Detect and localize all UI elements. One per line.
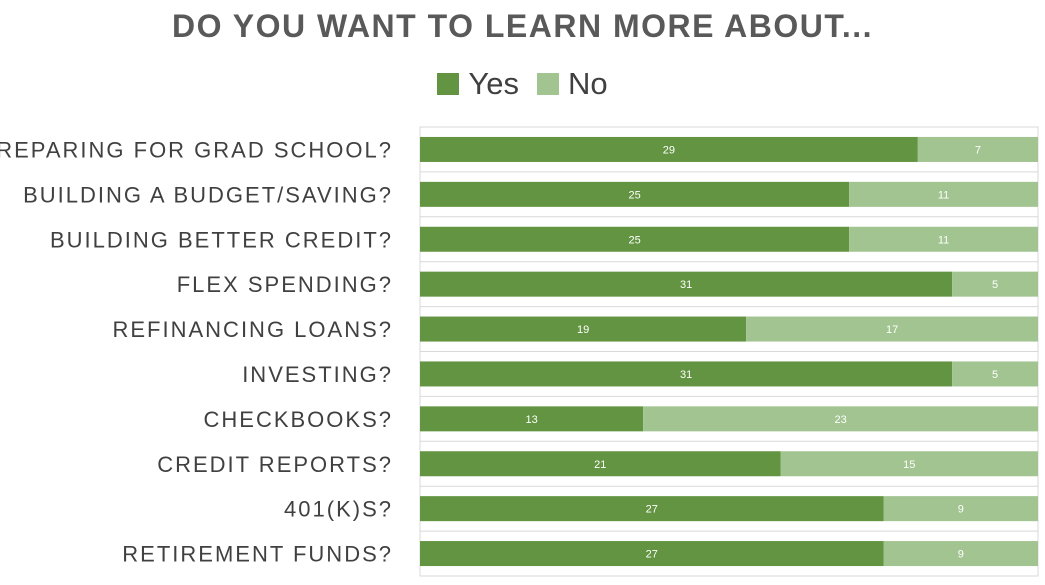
data-label-yes: 13: [525, 414, 537, 426]
category-label: FLEX SPENDING?: [177, 272, 393, 297]
bar-yes: [420, 406, 644, 432]
legend-swatch-no: [536, 73, 559, 95]
category-label: INVESTING?: [242, 362, 393, 387]
data-label-yes: 27: [646, 504, 658, 516]
bar-no: [883, 496, 1038, 522]
bar-yes: [420, 496, 884, 522]
data-label-yes: 25: [628, 234, 640, 246]
data-label-yes: 19: [577, 324, 589, 336]
category-label: REFINANCING LOANS?: [113, 317, 394, 342]
category-label: PREPARING FOR GRAD SCHOOL?: [0, 137, 393, 162]
bar-yes: [420, 361, 953, 387]
data-label-no: 7: [975, 144, 981, 156]
bar-no: [746, 316, 1038, 342]
category-label: BUILDING A BUDGET/SAVING?: [23, 182, 393, 207]
bar-yes: [420, 541, 884, 567]
legend-swatch-yes: [437, 73, 460, 95]
legend-item-no: No: [536, 66, 608, 102]
bar-no: [917, 136, 1038, 162]
bar-no: [849, 181, 1038, 207]
chart-title: DO YOU WANT TO LEARN MORE ABOUT...: [171, 8, 874, 44]
bar-no: [643, 406, 1038, 432]
category-label: RETIREMENT FUNDS?: [122, 542, 393, 567]
bar-yes: [420, 316, 747, 342]
bar-yes: [420, 226, 850, 252]
data-label-yes: 31: [680, 369, 692, 381]
bar-no: [883, 541, 1038, 567]
bar-no: [780, 451, 1038, 477]
legend-label-no: No: [567, 66, 608, 101]
data-label-yes: 25: [628, 189, 640, 201]
data-label-no: 9: [958, 504, 964, 516]
data-label-no: 11: [938, 234, 949, 246]
bar-yes: [420, 181, 850, 207]
data-label-no: 11: [938, 189, 949, 201]
bar-yes: [420, 451, 781, 477]
data-label-no: 5: [992, 279, 998, 291]
data-label-no: 5: [992, 369, 998, 381]
data-label-yes: 27: [646, 549, 658, 561]
bar-no: [849, 226, 1038, 252]
data-label-yes: 21: [594, 459, 606, 471]
category-label: CHECKBOOKS?: [204, 407, 394, 432]
bar-no: [952, 271, 1038, 297]
data-label-no: 9: [958, 549, 964, 561]
category-label: CREDIT REPORTS?: [157, 452, 393, 477]
data-label-no: 15: [903, 459, 915, 471]
data-label-yes: 31: [680, 279, 692, 291]
legend-label-yes: Yes: [468, 66, 519, 101]
category-label: BUILDING BETTER CREDIT?: [50, 227, 393, 252]
legend: Yes No: [0, 66, 1045, 102]
data-label-yes: 29: [663, 144, 675, 156]
data-label-no: 17: [886, 324, 898, 336]
bar-no: [952, 361, 1038, 387]
legend-item-yes: Yes: [437, 66, 519, 102]
bar-yes: [420, 271, 953, 297]
bar-yes: [420, 136, 918, 162]
category-label: 401(K)S?: [284, 497, 393, 522]
data-label-no: 23: [834, 414, 846, 426]
